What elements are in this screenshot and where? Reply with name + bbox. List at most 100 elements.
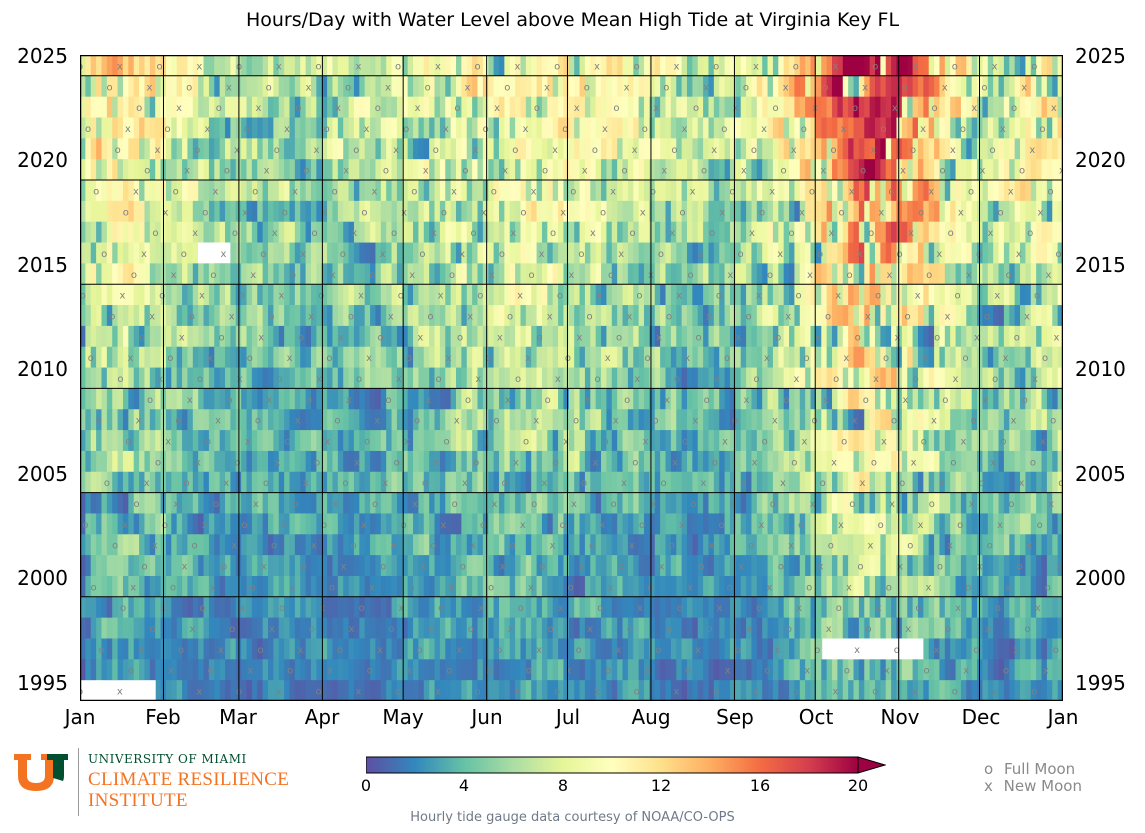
heatmap-cell	[541, 388, 548, 410]
heatmap-cell	[617, 388, 624, 410]
heatmap-cell	[509, 200, 516, 223]
heatmap-cell	[756, 430, 763, 452]
heatmap-cell	[219, 575, 226, 598]
heatmap-cell	[375, 534, 382, 556]
heatmap-cell	[955, 346, 962, 368]
heatmap-cell	[832, 346, 838, 368]
heatmap-cell	[778, 555, 785, 577]
heatmap-cell	[101, 138, 108, 160]
heatmap-cell	[810, 200, 817, 223]
heatmap-cell	[756, 555, 763, 577]
heatmap-cell	[85, 346, 92, 368]
heatmap-cell	[944, 305, 951, 327]
heatmap-cell	[90, 180, 97, 202]
heatmap-cell	[456, 263, 462, 285]
heatmap-cell	[509, 96, 516, 118]
heatmap-cell	[1046, 471, 1053, 494]
heatmap-plot: oxoxoxoxoxoxoxoxoxoxoxoxooxoxoxoxoxoxoxo…	[80, 55, 1063, 701]
heatmap-cell	[386, 263, 393, 285]
heatmap-cell	[149, 284, 156, 306]
heatmap-cell	[353, 367, 360, 389]
heatmap-cell	[891, 409, 898, 431]
heatmap-cell	[606, 388, 613, 410]
heatmap-cell	[1052, 200, 1059, 223]
heatmap-cell	[665, 534, 672, 556]
heatmap-cell	[692, 367, 699, 389]
heatmap-cell	[832, 96, 838, 118]
heatmap-cell	[230, 263, 237, 285]
heatmap-cell	[821, 596, 828, 619]
heatmap-cell	[670, 138, 677, 160]
heatmap-cell	[348, 492, 355, 514]
heatmap-cell	[584, 117, 591, 139]
heatmap-cell	[842, 409, 849, 431]
heatmap-cell	[182, 263, 189, 285]
heatmap-cell	[439, 180, 446, 202]
heatmap-cell	[498, 471, 505, 494]
heatmap-cell	[627, 596, 634, 619]
heatmap-cell	[649, 263, 656, 285]
heatmap-cell	[268, 367, 274, 389]
heatmap-cell	[703, 305, 710, 327]
heatmap-cell	[590, 263, 597, 285]
heatmap-cell	[262, 200, 269, 223]
heatmap-cell	[305, 75, 312, 98]
heatmap-cell	[278, 617, 285, 639]
heatmap-cell	[348, 325, 355, 348]
heatmap-cell	[332, 55, 339, 77]
heatmap-cell	[482, 388, 489, 410]
heatmap-cell	[923, 242, 930, 264]
heatmap-cell	[558, 305, 565, 327]
heatmap-cell	[896, 200, 903, 223]
heatmap-cell	[611, 555, 618, 577]
heatmap-cell	[332, 617, 339, 639]
heatmap-cell	[208, 430, 215, 452]
heatmap-cell	[155, 388, 162, 410]
heatmap-cell	[729, 200, 736, 223]
heatmap-cell	[584, 55, 591, 77]
heatmap-cell	[461, 534, 468, 556]
heatmap-cell	[917, 471, 924, 494]
heatmap-cell	[713, 450, 720, 473]
heatmap-cell	[842, 450, 849, 473]
heatmap-cell	[198, 617, 205, 639]
heatmap-cell	[509, 471, 516, 494]
heatmap-cell	[950, 325, 957, 348]
heatmap-cell	[654, 221, 661, 243]
heatmap-cell	[251, 492, 258, 514]
heatmap-cell	[917, 159, 924, 181]
heatmap-cell	[762, 450, 769, 473]
heatmap-cell	[606, 55, 613, 77]
heatmap-cell	[241, 180, 248, 202]
heatmap-cell	[310, 200, 317, 223]
heatmap-cell	[133, 534, 140, 556]
heatmap-cell	[982, 75, 989, 98]
heatmap-cell	[686, 96, 693, 118]
heatmap-cell	[176, 325, 183, 348]
heatmap-cell	[456, 221, 462, 243]
heatmap-cell	[1041, 346, 1048, 368]
heatmap-cell	[359, 305, 366, 327]
heatmap-cell	[960, 409, 967, 431]
heatmap-cell	[912, 180, 919, 202]
heatmap-cell	[735, 305, 742, 327]
heatmap-cell	[509, 367, 516, 389]
heatmap-cell	[225, 596, 231, 619]
heatmap-cell	[960, 534, 967, 556]
heatmap-cell	[332, 200, 339, 223]
heatmap-cell	[375, 575, 382, 598]
heatmap-cell	[885, 596, 892, 619]
heatmap-cell	[805, 555, 812, 577]
heatmap-cell	[472, 180, 479, 202]
heatmap-cell	[547, 471, 554, 494]
heatmap-cell	[864, 596, 871, 619]
heatmap-cell	[794, 117, 801, 139]
heatmap-cell	[772, 450, 779, 473]
heatmap-cell	[531, 492, 538, 514]
heatmap-cell	[654, 534, 661, 556]
heatmap-cell	[375, 55, 382, 77]
heatmap-cell	[762, 367, 769, 389]
heatmap-cell	[192, 367, 199, 389]
heatmap-cell	[579, 221, 586, 243]
heatmap-cell	[772, 534, 779, 556]
